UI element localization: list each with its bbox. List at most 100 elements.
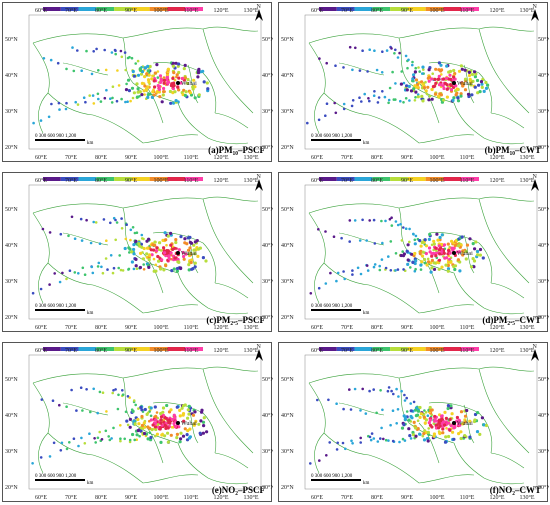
trajectory-cluster-point [159, 267, 163, 271]
scale-bar-label: 0 300 600 900 1,200 [311, 134, 353, 139]
trajectory-cluster-point [451, 98, 455, 102]
trajectory-cluster-point [143, 407, 147, 412]
trajectory-point [114, 388, 117, 391]
trajectory-point [80, 69, 83, 72]
trajectory-point [120, 97, 123, 101]
trajectory-cluster-point [147, 73, 151, 77]
lat-tick-label: 30°N [281, 278, 294, 285]
trajectory-cluster-point [174, 240, 178, 245]
trajectory-cluster-point [192, 78, 196, 82]
trajectory-cluster-point [451, 78, 455, 82]
trajectory-point [112, 389, 115, 392]
trajectory-cluster-point [439, 63, 443, 67]
legend-swatch [407, 177, 426, 181]
trajectory-point [82, 96, 86, 99]
site-label: Wuhai [457, 421, 473, 427]
trajectory-point [111, 271, 115, 275]
boundary-line [214, 112, 249, 129]
trajectory-point [381, 50, 384, 53]
site-marker [176, 81, 180, 85]
trajectory-point [109, 221, 112, 225]
trajectory-cluster-point [444, 263, 448, 267]
lon-tick-label: 90°E [401, 494, 413, 501]
trajectory-point [131, 226, 135, 229]
trajectory-cluster-point [170, 269, 174, 273]
trajectory-cluster-point [179, 81, 183, 85]
trajectory-cluster-point [187, 404, 191, 408]
trajectory-cluster-point [132, 74, 136, 78]
trajectory-cluster-point [405, 249, 409, 253]
trajectory-point [324, 230, 327, 233]
lon-tick-label: 60°E [35, 324, 47, 331]
trajectory-point [392, 98, 396, 101]
trajectory-point [124, 100, 127, 104]
trajectory-point [129, 228, 133, 232]
trajectory-cluster-point [181, 412, 186, 416]
trajectory-cluster-point [470, 93, 474, 97]
trajectory-cluster-point [140, 414, 144, 419]
trajectory-point [367, 97, 370, 100]
trajectory-cluster-point [178, 408, 182, 412]
trajectory-cluster-point [432, 239, 436, 243]
trajectory-cluster-point [162, 90, 166, 94]
trajectory-cluster-point [420, 94, 424, 98]
trajectory-point [109, 254, 113, 257]
lon-tick-label: 60°E [35, 494, 47, 501]
lon-tick-label-top: 130°E [243, 7, 258, 14]
trajectory-cluster-point [456, 423, 461, 427]
trajectory-point [390, 47, 393, 50]
legend-swatch [60, 347, 79, 351]
trajectory-point [388, 217, 392, 221]
trajectory-point [396, 56, 400, 59]
trajectory-cluster-point [452, 437, 456, 441]
trajectory-cluster-point [449, 404, 453, 408]
scale-bar [35, 479, 85, 481]
lon-tick-label: 70°E [65, 494, 77, 501]
trajectory-cluster-point [455, 419, 459, 423]
trajectory-cluster-point [186, 416, 190, 420]
trajectory-cluster-point [190, 267, 194, 271]
lat-tick-label: 50°N [281, 206, 294, 213]
trajectory-point [152, 257, 156, 261]
trajectory-point [408, 240, 411, 244]
trajectory-point [128, 55, 131, 59]
trajectory-cluster-point [188, 235, 192, 239]
trajectory-point [124, 68, 127, 72]
lat-tick-label-right: 30°N [538, 108, 549, 115]
trajectory-cluster-point [463, 68, 467, 72]
boundary-line [177, 442, 249, 485]
north-arrow-icon [531, 349, 539, 361]
legend-swatch [425, 7, 444, 11]
lon-tick-label-top: 60°E [311, 347, 323, 354]
lon-tick-label: 90°E [125, 154, 137, 161]
lon-tick-label-top: 90°E [401, 177, 413, 184]
trajectory-cluster-point [474, 240, 478, 244]
trajectory-point [65, 101, 68, 105]
trajectory-cluster-point [447, 421, 451, 425]
lon-tick-label: 60°E [311, 324, 323, 331]
trajectory-cluster-point [430, 266, 434, 270]
site-marker [452, 251, 456, 255]
trajectory-point [391, 70, 394, 74]
trajectory-cluster-point [169, 433, 173, 437]
trajectory-cluster-point [133, 422, 137, 426]
map-panel-5: Wuhai N 60°E 60°E 70°E 70°E 80°E 80°E 90°E 90°E 10… [2, 342, 273, 502]
trajectory-cluster-point [428, 405, 432, 410]
legend-swatch [319, 347, 337, 351]
lat-tick-label: 50°N [281, 36, 294, 43]
trajectory-point [68, 441, 71, 444]
map-canvas: Wuhai N 60°E 60°E 70°E 70°E 80°E 80°E 90°E 90°E 10… [281, 174, 549, 331]
trajectory-cluster-point [441, 420, 446, 424]
trajectory-cluster-point [151, 423, 155, 427]
boundary-line [490, 282, 525, 299]
trajectory-cluster-point [463, 434, 467, 438]
trajectory-cluster-point [197, 93, 201, 97]
trajectory-cluster-point [158, 241, 162, 245]
legend-swatch [96, 7, 115, 11]
trajectory-point [387, 386, 391, 389]
lon-tick-label: 60°E [311, 494, 323, 501]
trajectory-cluster-point [473, 247, 477, 251]
trajectory-cluster-point [457, 419, 462, 423]
trajectory-cluster-point [184, 252, 188, 256]
boundary-line [453, 102, 525, 145]
